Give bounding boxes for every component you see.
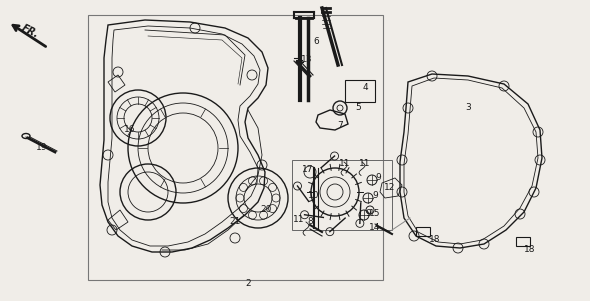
Text: 14: 14 (369, 224, 381, 232)
Bar (516, 237, 530, 246)
Text: 16: 16 (124, 126, 136, 135)
Text: 2: 2 (245, 278, 251, 287)
Bar (292, 160, 392, 230)
Text: 9: 9 (372, 191, 378, 200)
Text: 9: 9 (375, 173, 381, 182)
Text: 18: 18 (525, 246, 536, 255)
Text: 10: 10 (308, 191, 320, 200)
Bar (345, 80, 375, 102)
Text: 11: 11 (359, 159, 371, 167)
Text: 7: 7 (337, 122, 343, 131)
Text: 5: 5 (355, 104, 361, 113)
Text: 9: 9 (365, 209, 371, 218)
Text: 20: 20 (260, 206, 271, 215)
Text: 18: 18 (430, 235, 441, 244)
Text: 4: 4 (362, 83, 368, 92)
Text: 11: 11 (293, 216, 305, 225)
Text: 8: 8 (307, 218, 313, 226)
Text: FR.: FR. (19, 23, 40, 40)
Text: 6: 6 (313, 38, 319, 46)
Text: 13: 13 (301, 55, 313, 64)
Bar (88, 15, 383, 280)
Text: 3: 3 (465, 104, 471, 113)
Text: 12: 12 (384, 184, 396, 193)
Text: 17: 17 (302, 166, 314, 175)
Bar (416, 227, 430, 236)
Text: 15: 15 (369, 209, 381, 218)
Text: 21: 21 (230, 218, 241, 226)
Text: 11: 11 (339, 159, 350, 167)
Text: 19: 19 (36, 144, 48, 153)
